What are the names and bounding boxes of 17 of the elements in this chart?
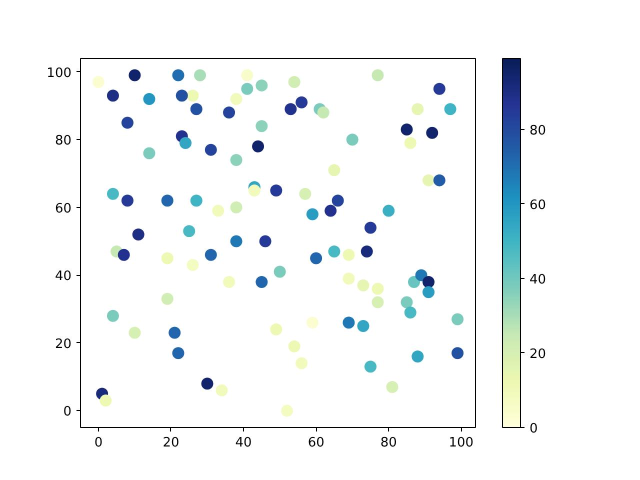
y-tick-label: 0: [63, 404, 72, 420]
y-tick-label: 80: [54, 134, 72, 149]
x-tick-label: 0: [94, 436, 103, 450]
x-tick-label: 40: [235, 436, 252, 450]
y-tick-label: 60: [54, 201, 72, 216]
x-tick-label: 60: [308, 436, 324, 450]
x-tick-label: 80: [380, 436, 397, 450]
y-tick-label: 100: [46, 66, 72, 81]
y-tick-label: 20: [54, 336, 72, 352]
color-bar-label: 60: [530, 198, 546, 213]
color-bar-label: 80: [530, 123, 546, 138]
color-bar-label: 0: [530, 422, 538, 436]
x-tick-label: 100: [448, 436, 474, 450]
color-bar-label: 40: [530, 272, 546, 288]
x-tick-label: 20: [162, 436, 180, 450]
color-bar-label: 20: [530, 346, 546, 362]
y-tick-label: 40: [54, 269, 72, 284]
